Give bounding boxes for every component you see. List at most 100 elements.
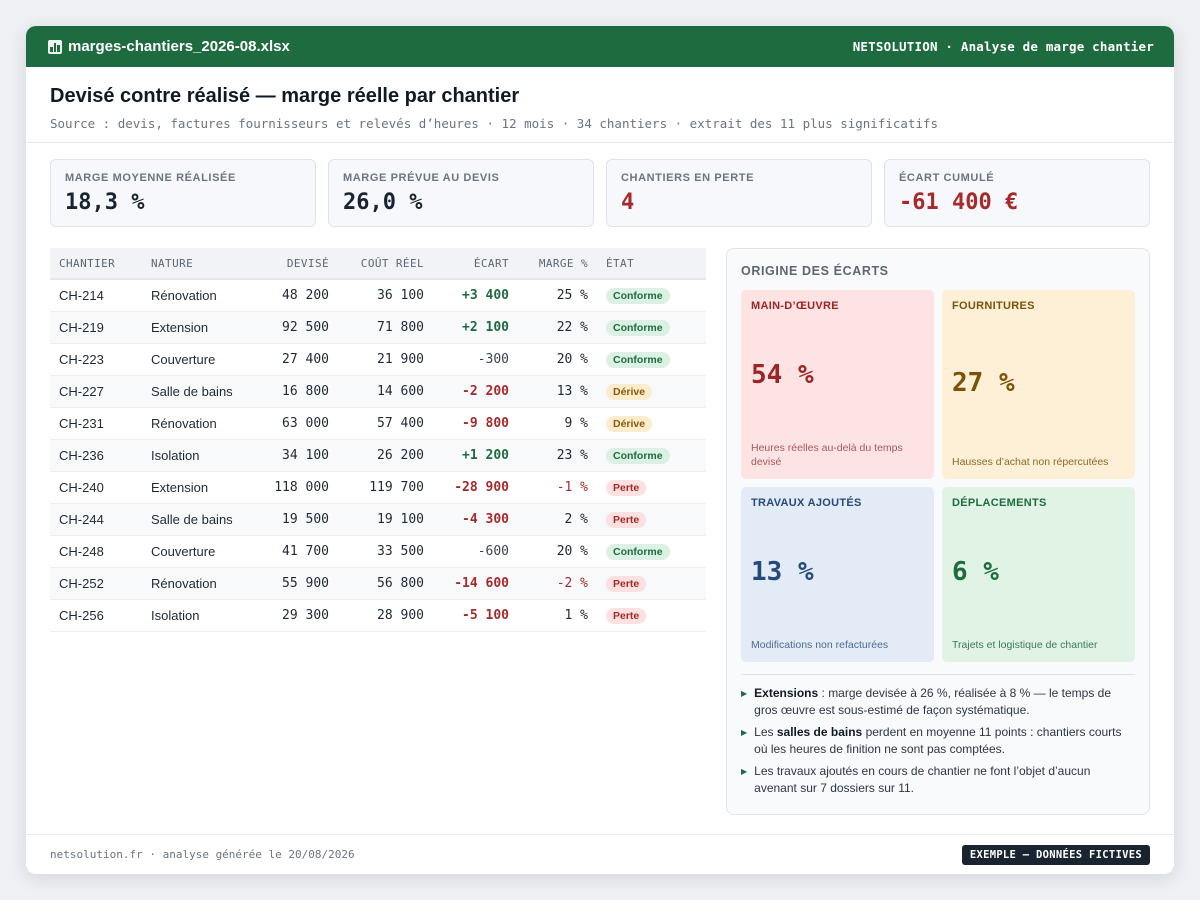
cell-marge: 1 %: [518, 599, 597, 632]
cell-ecart: +3 400: [433, 279, 518, 312]
cell-etat: Dérive: [597, 407, 706, 440]
sample-data-badge: EXEMPLE — DONNÉES FICTIVES: [961, 844, 1150, 865]
cell-marge: 2 %: [518, 503, 597, 536]
cell-nature: Extension: [142, 471, 258, 504]
kpi-row: MARGE MOYENNE RÉALISÉE 18,3 % MARGE PRÉV…: [50, 159, 1150, 227]
title-bar: marges-chantiers_2026-08.xlsx NETSOLUTIO…: [26, 26, 1174, 67]
column-header-cout-reel[interactable]: COÛT RÉEL: [338, 248, 433, 280]
cell-nature: Isolation: [142, 599, 258, 632]
tile-note: Trajets et logistique de chantier: [952, 639, 1098, 651]
brand-label: NETSOLUTION · Analyse de marge chantier: [852, 39, 1154, 54]
cell-chantier: CH-236: [50, 439, 142, 472]
table-row[interactable]: CH-227 Salle de bains 16 800 14 600 -2 200 13…: [50, 375, 706, 408]
page-footer: netsolution.fr · analyse générée le 20/0…: [26, 834, 1174, 874]
column-header-nature[interactable]: NATURE: [142, 248, 258, 280]
tile-value: 54 %: [751, 360, 814, 390]
bullet-arrow-icon: ▶: [741, 767, 748, 776]
cell-cout-reel: 119 700: [338, 471, 433, 504]
status-badge: Conforme: [606, 447, 670, 464]
kpi-card-avg-margin: MARGE MOYENNE RÉALISÉE 18,3 %: [50, 159, 316, 227]
kpi-value: 4: [621, 190, 635, 215]
tile-value: 13 %: [751, 557, 814, 587]
table-row[interactable]: CH-252 Rénovation 55 900 56 800 -14 600 -2 % P…: [50, 567, 706, 600]
status-badge: Conforme: [606, 543, 670, 560]
table-row[interactable]: CH-240 Extension 118 000 119 700 -28 900 -1 %…: [50, 471, 706, 504]
cell-devise: 48 200: [258, 279, 338, 312]
cell-etat: Conforme: [597, 535, 706, 568]
spreadsheet-icon: [48, 39, 62, 54]
table-row[interactable]: CH-214 Rénovation 48 200 36 100 +3 400 25 % Co…: [50, 279, 706, 312]
kpi-value: 26,0 %: [343, 190, 423, 215]
cell-nature: Extension: [142, 311, 258, 344]
kpi-label: CHANTIERS EN PERTE: [621, 172, 755, 184]
insight-note: ▶ Les travaux ajoutés en cours de chanti…: [741, 763, 1135, 797]
cell-chantier: CH-244: [50, 503, 142, 536]
column-header-ecart[interactable]: ÉCART: [433, 248, 518, 280]
tile-added-work: TRAVAUX AJOUTÉS 13 % Modifications non r…: [741, 487, 934, 662]
cell-marge: 13 %: [518, 375, 597, 408]
tile-labor: MAIN-D’ŒUVRE 54 % Heures réelles au-delà…: [741, 290, 934, 479]
cell-cout-reel: 71 800: [338, 311, 433, 344]
cell-devise: 19 500: [258, 503, 338, 536]
column-header-etat[interactable]: ÉTAT: [597, 248, 706, 280]
cell-chantier: CH-240: [50, 471, 142, 504]
cell-marge: 25 %: [518, 279, 597, 312]
cell-etat: Conforme: [597, 439, 706, 472]
tile-travel: DÉPLACEMENTS 6 % Trajets et logistique d…: [942, 487, 1135, 662]
cell-marge: 22 %: [518, 311, 597, 344]
cell-cout-reel: 21 900: [338, 343, 433, 376]
status-badge: Dérive: [606, 383, 653, 400]
table-row[interactable]: CH-231 Rénovation 63 000 57 400 -9 800 9 % Dér…: [50, 407, 706, 440]
insight-notes: ▶ Extensions : marge devisée à 26 %, réa…: [741, 674, 1135, 797]
tile-value: 27 %: [952, 368, 1015, 398]
kpi-value: -61 400 €: [899, 190, 1019, 215]
cell-chantier: CH-223: [50, 343, 142, 376]
cell-ecart: -600: [433, 535, 518, 568]
tile-note: Modifications non refacturées: [751, 639, 889, 651]
cell-etat: Conforme: [597, 311, 706, 344]
cell-chantier: CH-227: [50, 375, 142, 408]
insight-note: ▶ Extensions : marge devisée à 26 %, réa…: [741, 685, 1135, 719]
cell-ecart: +2 100: [433, 311, 518, 344]
sites-table-container: CHANTIER NATURE DEVISÉ COÛT RÉEL ÉCART M…: [50, 248, 706, 632]
cell-chantier: CH-256: [50, 599, 142, 632]
note-text: Les salles de bains perdent en moyenne 1…: [754, 725, 1122, 756]
insight-note: ▶ Les salles de bains perdent en moyenne…: [741, 724, 1135, 758]
cell-ecart: -5 100: [433, 599, 518, 632]
table-row[interactable]: CH-236 Isolation 34 100 26 200 +1 200 23 % Con…: [50, 439, 706, 472]
table-row[interactable]: CH-248 Couverture 41 700 33 500 -600 20 % Conf…: [50, 535, 706, 568]
table-row[interactable]: CH-219 Extension 92 500 71 800 +2 100 22 % Con…: [50, 311, 706, 344]
cell-etat: Perte: [597, 503, 706, 536]
kpi-value: 18,3 %: [65, 190, 145, 215]
cell-cout-reel: 19 100: [338, 503, 433, 536]
status-badge: Conforme: [606, 319, 670, 336]
cell-devise: 41 700: [258, 535, 338, 568]
cell-marge: -2 %: [518, 567, 597, 600]
cell-etat: Perte: [597, 599, 706, 632]
cell-devise: 118 000: [258, 471, 338, 504]
cell-nature: Couverture: [142, 535, 258, 568]
cell-etat: Perte: [597, 471, 706, 504]
cell-cout-reel: 28 900: [338, 599, 433, 632]
column-header-marge[interactable]: MARGE %: [518, 248, 597, 280]
cell-devise: 34 100: [258, 439, 338, 472]
cell-marge: 23 %: [518, 439, 597, 472]
column-header-chantier[interactable]: CHANTIER: [50, 248, 142, 280]
cell-etat: Conforme: [597, 343, 706, 376]
cell-ecart: -4 300: [433, 503, 518, 536]
cell-ecart: -28 900: [433, 471, 518, 504]
cell-marge: 20 %: [518, 343, 597, 376]
page-title: Devisé contre réalisé — marge réelle par…: [50, 85, 520, 107]
column-header-devise[interactable]: DEVISÉ: [258, 248, 338, 280]
table-row[interactable]: CH-223 Couverture 27 400 21 900 -300 20 % Conf…: [50, 343, 706, 376]
table-row[interactable]: CH-256 Isolation 29 300 28 900 -5 100 1 % Pert…: [50, 599, 706, 632]
status-badge: Perte: [606, 575, 647, 592]
table-row[interactable]: CH-244 Salle de bains 19 500 19 100 -4 300 2 …: [50, 503, 706, 536]
kpi-card-planned-margin: MARGE PRÉVUE AU DEVIS 26,0 %: [328, 159, 594, 227]
tile-value: 6 %: [952, 557, 999, 587]
panel-title: ORIGINE DES ÉCARTS: [741, 264, 889, 278]
cell-nature: Salle de bains: [142, 503, 258, 536]
tile-label: MAIN-D’ŒUVRE: [751, 300, 839, 312]
cell-devise: 55 900: [258, 567, 338, 600]
cell-chantier: CH-248: [50, 535, 142, 568]
